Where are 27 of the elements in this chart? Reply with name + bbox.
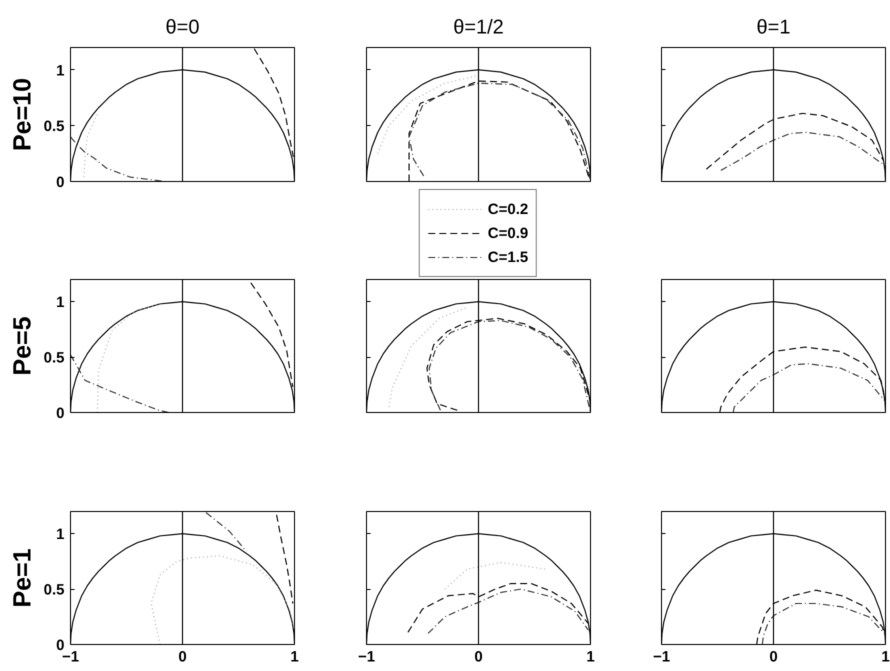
y-axis-title: Pe=10 bbox=[8, 78, 37, 151]
y-tick-label: 0.5 bbox=[44, 582, 65, 599]
chart-title: θ=0 bbox=[166, 16, 200, 38]
y-axis-title: Pe=1 bbox=[8, 548, 37, 608]
x-tick-label: −1 bbox=[62, 648, 80, 666]
legend-label: C=1.5 bbox=[488, 248, 528, 268]
chart-title: θ=1 bbox=[756, 16, 790, 38]
x-tick-label: 0 bbox=[474, 648, 483, 666]
y-tick-label: 0 bbox=[56, 637, 64, 654]
y-tick-label: 1 bbox=[56, 294, 64, 312]
y-axis-title: Pe=5 bbox=[8, 316, 37, 376]
y-tick-label: 0.5 bbox=[44, 350, 65, 367]
x-tick-label: −1 bbox=[652, 648, 670, 666]
x-tick-label: 0 bbox=[769, 648, 778, 666]
y-tick-label: 1 bbox=[56, 62, 64, 80]
y-tick-label: 0 bbox=[56, 174, 64, 191]
x-tick-label: 1 bbox=[881, 648, 890, 666]
x-tick-label: 1 bbox=[290, 648, 299, 666]
x-tick-label: −1 bbox=[358, 648, 376, 666]
y-tick-label: 0 bbox=[56, 405, 64, 422]
chart-title: θ=1/2 bbox=[453, 16, 504, 38]
y-tick-label: 1 bbox=[56, 526, 64, 544]
x-tick-label: 1 bbox=[586, 648, 595, 666]
legend-label: C=0.9 bbox=[488, 224, 528, 244]
y-tick-label: 0.5 bbox=[44, 118, 65, 136]
legend-label: C=0.2 bbox=[488, 200, 528, 220]
x-tick-label: 0 bbox=[178, 648, 187, 666]
